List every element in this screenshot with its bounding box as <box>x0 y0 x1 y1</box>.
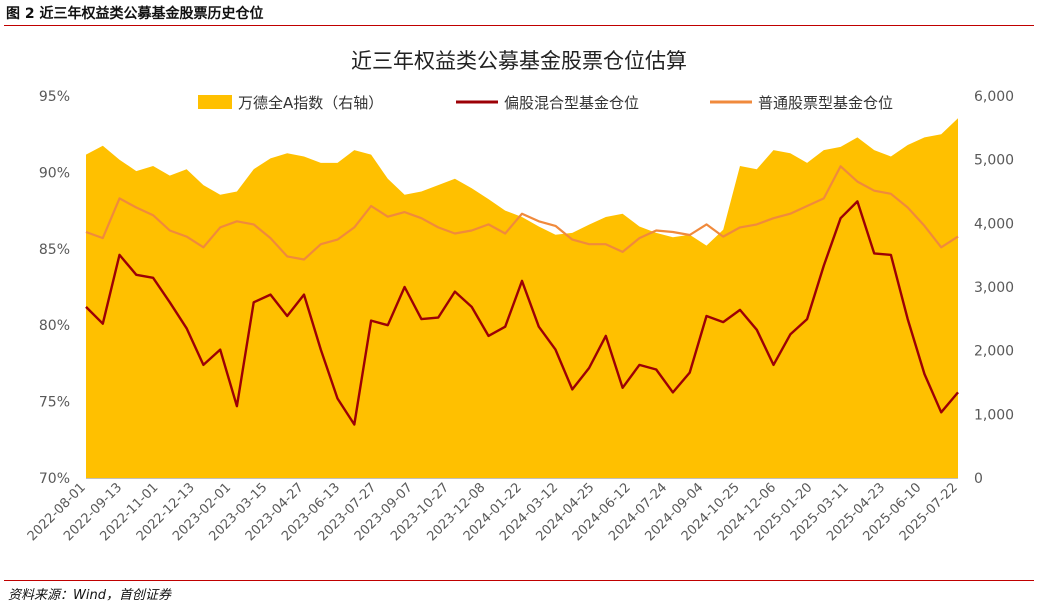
legend-label-mixed: 偏股混合型基金仓位 <box>504 94 639 112</box>
header-rule <box>4 25 1034 26</box>
chart-legend: 万德全A指数（右轴） 偏股混合型基金仓位 普通股票型基金仓位 <box>198 94 893 112</box>
y-right-tick-label: 3,000 <box>974 280 1014 296</box>
legend-swatch-index <box>198 95 232 109</box>
legend-label-stock: 普通股票型基金仓位 <box>758 94 893 112</box>
position-lines-layer <box>85 165 959 426</box>
y-left-tick-label: 80% <box>39 318 70 334</box>
y-left-tick-label: 95% <box>39 89 70 105</box>
legend-label-index: 万德全A指数（右轴） <box>238 94 383 112</box>
index-area <box>86 118 958 479</box>
y-left-tick-label: 90% <box>39 165 70 181</box>
y-right-tick-label: 0 <box>974 471 983 487</box>
y-right-tick-label: 5,000 <box>974 153 1014 169</box>
figure-caption: 图 2 近三年权益类公募基金股票历史仓位 <box>6 6 264 22</box>
y-right-tick-label: 6,000 <box>974 89 1014 105</box>
mixed-fund-position-line <box>85 200 959 426</box>
y-left-tick-label: 85% <box>39 242 70 258</box>
chart-title: 近三年权益类公募基金股票仓位估算 <box>351 49 687 73</box>
y-left-tick-label: 70% <box>39 471 70 487</box>
footer-rule <box>4 580 1034 581</box>
stock-fund-position-line <box>85 165 959 261</box>
chart-area: 近三年权益类公募基金股票仓位估算 万德全A指数（右轴） 偏股混合型基金仓位 普通股票… <box>0 28 1038 578</box>
figure-header: 图 2 近三年权益类公募基金股票历史仓位 <box>0 0 1038 26</box>
y-right-tick-label: 1,000 <box>974 407 1014 423</box>
index-area-layer <box>86 118 958 479</box>
y-right-tick-label: 4,000 <box>974 216 1014 232</box>
y-left-tick-label: 75% <box>39 395 70 411</box>
y-right-tick-label: 2,000 <box>974 344 1014 360</box>
source-note: 资料来源：Wind，首创证券 <box>8 588 171 603</box>
chart-svg: 近三年权益类公募基金股票仓位估算 万德全A指数（右轴） 偏股混合型基金仓位 普通股票… <box>25 49 1014 544</box>
